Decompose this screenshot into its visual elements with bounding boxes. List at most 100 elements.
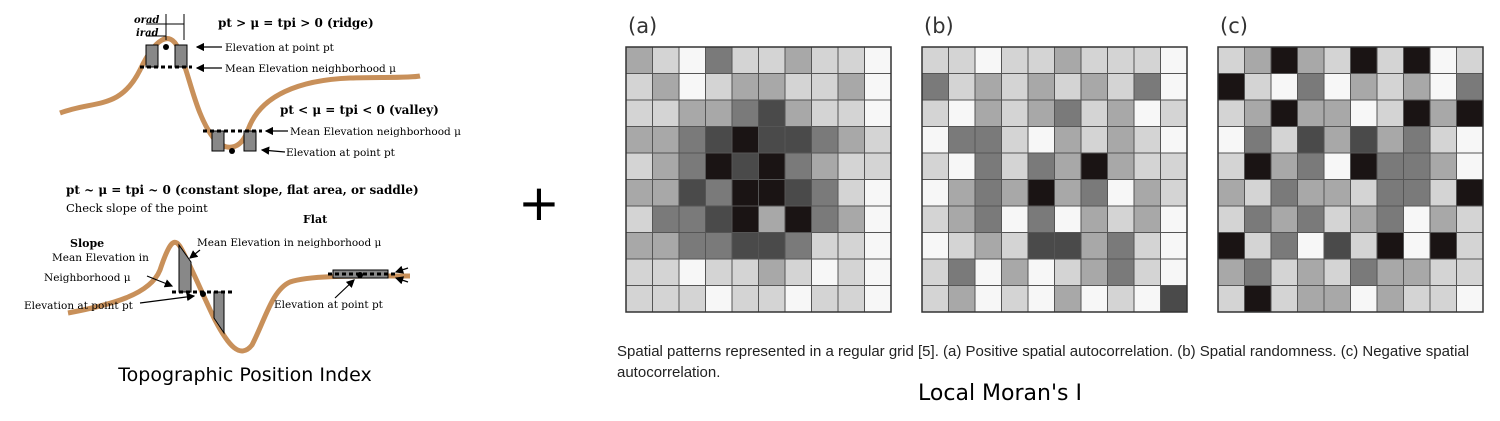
grid-cell (731, 46, 759, 74)
grid-cell (1297, 46, 1325, 74)
grid-cell (652, 285, 680, 313)
grid-cell (921, 285, 949, 313)
valley-bar-right (243, 130, 257, 152)
grid-cell (652, 179, 680, 207)
grid-cell (1107, 258, 1135, 286)
grid-cell (1376, 46, 1404, 74)
grid-cell (1429, 179, 1457, 207)
grid-cell (1244, 99, 1272, 127)
grid-cell (837, 46, 865, 74)
grid-cell (1107, 179, 1135, 207)
grid-cell (948, 258, 976, 286)
slope-point (200, 291, 206, 297)
grid-cell (678, 285, 706, 313)
grid-cell (625, 258, 653, 286)
grid-cell (1027, 99, 1055, 127)
panel-a-label: (a) (628, 14, 658, 38)
grid-cell (837, 179, 865, 207)
grid-cell (811, 126, 839, 154)
tpi-diagram: orad irad pt > μ = tpi > 0 (ridge) Eleva… (0, 0, 470, 421)
grid-cell (1217, 126, 1245, 154)
grid-cell (1376, 205, 1404, 233)
grid-cell (652, 232, 680, 260)
slope-bar-lower (213, 291, 225, 335)
grid-cell (1429, 73, 1457, 101)
grid-cell (1270, 152, 1298, 180)
grid-cell (1350, 285, 1378, 313)
grid-cell (758, 99, 786, 127)
grid-cell (1323, 179, 1351, 207)
grid-cell (1244, 73, 1272, 101)
grid-cell (1001, 205, 1029, 233)
grid-cell (811, 99, 839, 127)
grid-cell (1107, 232, 1135, 260)
grid-cell (948, 205, 976, 233)
grid-cell (1350, 99, 1378, 127)
grid-cell (758, 152, 786, 180)
grid-cell (864, 205, 892, 233)
grid-cell (1027, 73, 1055, 101)
panel-c-label: (c) (1220, 14, 1248, 38)
grid-cell (948, 232, 976, 260)
valley-equation: pt < μ = tpi < 0 (valley) (280, 103, 439, 117)
grid-cell (1323, 205, 1351, 233)
slope-mean-text-2: Neighborhood μ (44, 272, 131, 284)
valley-mean-label: Mean Elevation neighborhood μ (290, 126, 461, 138)
grid-cell (1429, 126, 1457, 154)
grid-cell (1217, 258, 1245, 286)
grid-cell (1001, 126, 1029, 154)
grid-cell (1403, 73, 1431, 101)
grid-cell (1297, 126, 1325, 154)
grid-cell (1270, 73, 1298, 101)
grid-cell (784, 232, 812, 260)
grid-cell (921, 46, 949, 74)
grid-cell (1217, 99, 1245, 127)
grid-cell (1429, 258, 1457, 286)
grid-cell (974, 179, 1002, 207)
grid-cell (948, 126, 976, 154)
grid-cell (1350, 73, 1378, 101)
grid-cell (1456, 285, 1484, 313)
grid-cell (1297, 285, 1325, 313)
grid-cell (1133, 258, 1161, 286)
grid-cell (1323, 152, 1351, 180)
grid-cell (1080, 179, 1108, 207)
grid-cell (705, 179, 733, 207)
tpi-svg: orad irad pt > μ = tpi > 0 (ridge) Eleva… (24, 14, 461, 354)
grid-cell (1054, 99, 1082, 127)
grid-cell (1027, 126, 1055, 154)
grid-cell (864, 258, 892, 286)
grid-cell (1429, 99, 1457, 127)
grid-cell (758, 232, 786, 260)
grid-cell (1297, 99, 1325, 127)
grid-cell (1244, 126, 1272, 154)
grid-cell (921, 258, 949, 286)
grid-cell (784, 73, 812, 101)
grid-cell (652, 46, 680, 74)
grid-cell (758, 73, 786, 101)
grid-cell (921, 152, 949, 180)
grid-cell (731, 152, 759, 180)
grid-cell (811, 46, 839, 74)
grid-cell (1001, 285, 1029, 313)
grid-cell (1001, 99, 1029, 127)
grid-cell (625, 152, 653, 180)
grid-cell (811, 285, 839, 313)
grid-cell (1323, 126, 1351, 154)
grid-cell (1160, 46, 1188, 74)
plus-sign: + (518, 174, 560, 232)
grid-cell (1456, 205, 1484, 233)
grid-cell (1403, 126, 1431, 154)
valley-elev-label: Elevation at point pt (286, 147, 396, 159)
mean-neighborhood-label: Mean Elevation in neighborhood μ (197, 237, 382, 249)
grid-cell (1217, 205, 1245, 233)
grid-cell (974, 205, 1002, 233)
moran-grids (625, 46, 1484, 313)
flat-title: Flat (303, 213, 328, 226)
grid-cell (652, 126, 680, 154)
grid-cell (1001, 152, 1029, 180)
grid-cell (1244, 179, 1272, 207)
grid-cell (864, 179, 892, 207)
grid-cell (921, 179, 949, 207)
grid-cell (1244, 205, 1272, 233)
